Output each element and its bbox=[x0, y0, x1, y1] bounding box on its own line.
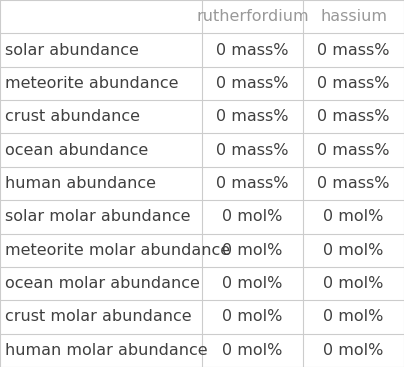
Text: solar abundance: solar abundance bbox=[5, 43, 139, 58]
Text: 0 mass%: 0 mass% bbox=[317, 176, 390, 191]
Text: rutherfordium: rutherfordium bbox=[196, 9, 309, 24]
Text: 0 mass%: 0 mass% bbox=[216, 76, 289, 91]
Text: 0 mass%: 0 mass% bbox=[216, 109, 289, 124]
Text: meteorite abundance: meteorite abundance bbox=[5, 76, 178, 91]
Text: 0 mass%: 0 mass% bbox=[317, 143, 390, 158]
Text: 0 mass%: 0 mass% bbox=[216, 143, 289, 158]
Text: solar molar abundance: solar molar abundance bbox=[5, 209, 190, 224]
Text: 0 mol%: 0 mol% bbox=[222, 309, 283, 324]
Text: 0 mass%: 0 mass% bbox=[317, 43, 390, 58]
Text: human molar abundance: human molar abundance bbox=[5, 343, 208, 358]
Text: 0 mol%: 0 mol% bbox=[222, 343, 283, 358]
Text: 0 mol%: 0 mol% bbox=[323, 209, 384, 224]
Text: 0 mol%: 0 mol% bbox=[323, 343, 384, 358]
Text: 0 mol%: 0 mol% bbox=[323, 276, 384, 291]
Text: 0 mass%: 0 mass% bbox=[317, 76, 390, 91]
Text: 0 mol%: 0 mol% bbox=[222, 243, 283, 258]
Text: ocean abundance: ocean abundance bbox=[5, 143, 148, 158]
Text: meteorite molar abundance: meteorite molar abundance bbox=[5, 243, 230, 258]
Text: 0 mol%: 0 mol% bbox=[222, 276, 283, 291]
Text: 0 mass%: 0 mass% bbox=[216, 43, 289, 58]
Text: crust molar abundance: crust molar abundance bbox=[5, 309, 191, 324]
Text: ocean molar abundance: ocean molar abundance bbox=[5, 276, 200, 291]
Text: human abundance: human abundance bbox=[5, 176, 156, 191]
Text: 0 mass%: 0 mass% bbox=[216, 176, 289, 191]
Text: 0 mol%: 0 mol% bbox=[222, 209, 283, 224]
Text: hassium: hassium bbox=[320, 9, 387, 24]
Text: 0 mol%: 0 mol% bbox=[323, 243, 384, 258]
Text: 0 mol%: 0 mol% bbox=[323, 309, 384, 324]
Text: 0 mass%: 0 mass% bbox=[317, 109, 390, 124]
Text: crust abundance: crust abundance bbox=[5, 109, 140, 124]
